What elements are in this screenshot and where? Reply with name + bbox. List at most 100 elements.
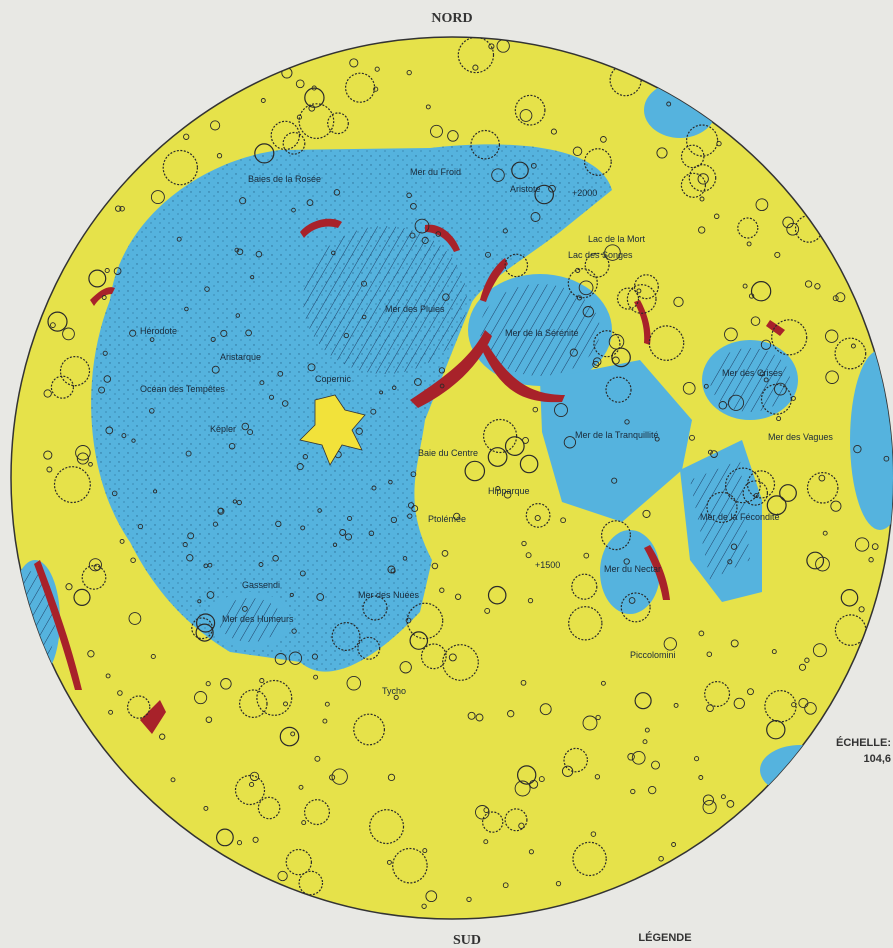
crater: [411, 505, 419, 513]
crater: [379, 390, 384, 395]
crater: [235, 313, 241, 318]
crater: [727, 559, 733, 565]
crater: [818, 474, 826, 482]
crater: [742, 283, 748, 289]
crater: [609, 64, 642, 97]
crater: [630, 788, 636, 795]
crater: [256, 679, 293, 716]
crater: [563, 436, 577, 449]
maria: [11, 37, 893, 909]
crater: [346, 675, 362, 691]
crater: [464, 460, 486, 482]
crater: [170, 777, 176, 783]
crater: [242, 606, 248, 612]
crater: [525, 503, 551, 528]
crater: [595, 714, 601, 721]
crater: [387, 773, 396, 782]
crater: [507, 710, 515, 718]
crater: [470, 129, 500, 160]
mare-tranquillitatis: [540, 360, 692, 522]
crater: [608, 334, 625, 350]
crater: [804, 657, 810, 663]
crater: [504, 808, 528, 832]
crater: [504, 436, 525, 457]
south-label: SUD: [453, 933, 481, 948]
crater: [421, 903, 427, 909]
crater: [353, 713, 386, 746]
crater: [370, 408, 377, 415]
ridges: [34, 218, 785, 734]
crater: [755, 198, 769, 212]
crater: [642, 509, 651, 518]
crater: [702, 794, 714, 806]
crater: [98, 386, 106, 394]
crater: [725, 467, 761, 504]
crater: [149, 337, 155, 342]
crater: [442, 293, 450, 301]
crater: [525, 552, 532, 559]
crater: [737, 217, 759, 239]
crater: [698, 775, 704, 780]
crater: [290, 731, 296, 737]
crater: [371, 485, 377, 491]
map-label: Océan des Tempêtes: [140, 384, 225, 394]
crater: [488, 43, 495, 50]
crater: [357, 636, 381, 660]
crater: [259, 380, 265, 386]
map-label: Mer des Crises: [722, 368, 783, 378]
crater: [698, 226, 706, 234]
crater: [329, 774, 336, 781]
crater: [410, 471, 417, 478]
crater: [241, 422, 250, 431]
crater: [798, 663, 807, 671]
crater: [425, 104, 431, 110]
crater: [313, 674, 319, 680]
crater: [791, 702, 797, 708]
crater: [806, 471, 839, 504]
legend-title: LÉGENDE: [638, 931, 691, 944]
crater: [73, 588, 91, 607]
crater: [568, 606, 603, 641]
crater: [258, 562, 264, 567]
crater: [718, 401, 728, 410]
ridge: [766, 320, 785, 336]
crater: [247, 429, 254, 436]
crater: [390, 516, 398, 524]
crater: [611, 347, 631, 368]
crater: [779, 484, 797, 502]
crater: [239, 689, 268, 718]
crater: [186, 554, 194, 562]
mare-texture: [91, 144, 612, 672]
crater: [176, 236, 182, 242]
crater: [763, 377, 769, 383]
crater: [624, 419, 630, 425]
crater: [182, 542, 188, 548]
crater: [502, 882, 509, 889]
crater: [567, 268, 598, 299]
crater: [420, 643, 447, 670]
crater: [830, 500, 842, 512]
crater: [220, 678, 232, 690]
crater: [648, 325, 685, 361]
crater: [812, 643, 827, 658]
crater: [582, 306, 594, 318]
crater: [467, 711, 476, 720]
crater: [361, 314, 367, 320]
crater: [753, 493, 759, 499]
crisium-hatch: [710, 348, 790, 412]
crater: [438, 367, 446, 374]
crater: [254, 143, 275, 164]
crater: [104, 267, 110, 274]
crater: [682, 381, 696, 395]
map-label: +2000: [572, 188, 597, 198]
crater: [431, 562, 439, 570]
crater: [771, 649, 777, 655]
crater: [249, 771, 260, 782]
crater: [822, 530, 828, 536]
crater: [534, 514, 541, 522]
crater: [742, 480, 769, 506]
crater: [298, 870, 324, 896]
crater: [207, 562, 213, 568]
crater: [484, 607, 491, 614]
